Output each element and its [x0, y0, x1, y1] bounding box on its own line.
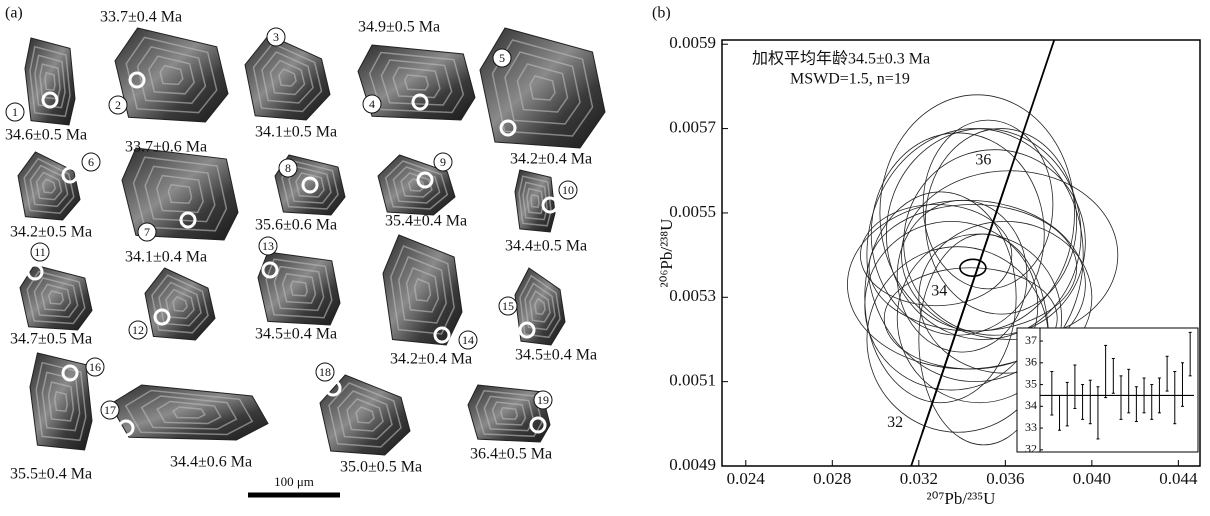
inset-tick-label: 34 [1025, 398, 1037, 412]
grains: 1 34.6±0.5 Ma 2 33.7±0.4 Ma 3 34.1±0.5 Ma 4 34.… [5, 9, 605, 483]
grain-number: 15 [502, 299, 514, 313]
grain-age: 35.6±0.6 Ma [255, 217, 337, 234]
x-tick-label: 0.044 [1159, 469, 1198, 488]
grain-age: 34.1±0.5 Ma [255, 124, 337, 141]
grain-age: 34.5±0.4 Ma [515, 347, 597, 364]
panel-label: (a) [5, 5, 23, 22]
y-tick-label: 0.0055 [669, 202, 716, 221]
grain-number: 10 [562, 183, 574, 197]
x-tick-label: 0.028 [813, 469, 851, 488]
grain-number: 13 [262, 239, 274, 253]
grain-age: 34.1±0.4 Ma [125, 249, 207, 266]
y-tick-label: 0.0049 [669, 455, 716, 474]
grain-number: 19 [537, 393, 549, 407]
grain-age: 35.5±0.4 Ma [10, 466, 92, 483]
y-tick-label: 0.0059 [669, 33, 716, 52]
zircon-grain [480, 28, 605, 148]
grain-age: 34.4±0.6 Ma [170, 454, 252, 471]
concordia-age-label: 34 [931, 283, 947, 300]
error-ellipse [880, 95, 1075, 331]
grain-age: 36.4±0.5 Ma [470, 446, 552, 463]
inset-tick-label: 33 [1025, 420, 1037, 434]
x-axis-label: ²⁰⁷Pb/²³⁵U [927, 489, 996, 508]
concordia-curve [922, 171, 1010, 434]
inset-tick-label: 32 [1025, 442, 1037, 456]
grain-number: 6 [88, 155, 94, 169]
grain-age: 35.4±0.4 Ma [385, 213, 467, 230]
zircon-grain [20, 265, 92, 330]
grain-age: 34.2±0.5 Ma [10, 224, 92, 241]
inset-tick-label: 37 [1025, 333, 1037, 347]
x-tick-label: 0.040 [1073, 469, 1111, 488]
grain-age: 34.9±0.5 Ma [358, 19, 440, 36]
panel-label: (b) [652, 5, 671, 22]
grain-number: 16 [89, 360, 101, 374]
grain-number: 11 [34, 245, 46, 259]
grain-age: 34.2±0.4 Ma [390, 351, 472, 368]
grain-age: 33.7±0.4 Ma [100, 9, 182, 26]
zircon-grain [320, 375, 410, 455]
grain-number: 7 [144, 225, 150, 239]
x-tick-label: 0.036 [986, 469, 1024, 488]
scale-label: 100 μm [274, 474, 314, 489]
grain-age: 34.7±0.5 Ma [10, 331, 92, 348]
grain-number: 18 [319, 365, 331, 379]
grain-number: 14 [462, 333, 474, 347]
grain-number: 3 [273, 30, 279, 44]
grain-age: 34.4±0.5 Ma [505, 238, 587, 255]
concordia-age-label: 32 [887, 414, 903, 431]
grain-number: 9 [440, 155, 446, 169]
y-tick-label: 0.0053 [669, 286, 716, 305]
analysis-spot [311, 39, 325, 53]
grain-number: 5 [499, 51, 505, 65]
grain-number: 4 [369, 97, 375, 111]
concordia-age-label: 36 [975, 151, 991, 168]
grain-age: 34.5±0.4 Ma [255, 326, 337, 343]
grain-age: 33.7±0.6 Ma [125, 139, 207, 156]
zircon-grain [145, 268, 215, 340]
zircon-grain [383, 235, 462, 345]
y-axis-label: ²⁰⁶Pb/²³⁸U [657, 219, 676, 288]
grain-age: 34.6±0.5 Ma [5, 127, 87, 144]
grain-number: 1 [12, 105, 18, 119]
grain-number: 8 [285, 161, 291, 175]
chart-subtitle: MSWD=1.5, n=19 [790, 71, 910, 88]
grain-age: 34.2±0.4 Ma [510, 151, 592, 168]
y-tick-label: 0.0051 [669, 371, 716, 390]
x-tick-label: 0.032 [900, 469, 938, 488]
zircon-grain [245, 35, 330, 120]
figure: (a) 100 μm (b) 1 34.6±0.5 Ma 2 33.7±0.4 Ma 3… [0, 0, 1210, 511]
plot: 32 34 36 0.024 0.028 0.032 0.036 0.040 0.044 0.00… [657, 33, 1200, 508]
inset-frame [1017, 328, 1198, 452]
zircon-grain [110, 385, 268, 440]
y-tick-label: 0.0057 [669, 117, 716, 136]
chart-title: 加权平均年龄34.5±0.3 Ma [752, 50, 930, 68]
grain-age: 35.0±0.5 Ma [340, 459, 422, 476]
grain-number: 2 [115, 98, 121, 112]
error-ellipse [904, 150, 1086, 336]
inset-tick-label: 36 [1025, 355, 1037, 369]
grain-number: 17 [104, 403, 116, 417]
x-tick-label: 0.024 [727, 469, 766, 488]
grain-number: 12 [132, 323, 144, 337]
inset-tick-label: 35 [1025, 376, 1037, 390]
